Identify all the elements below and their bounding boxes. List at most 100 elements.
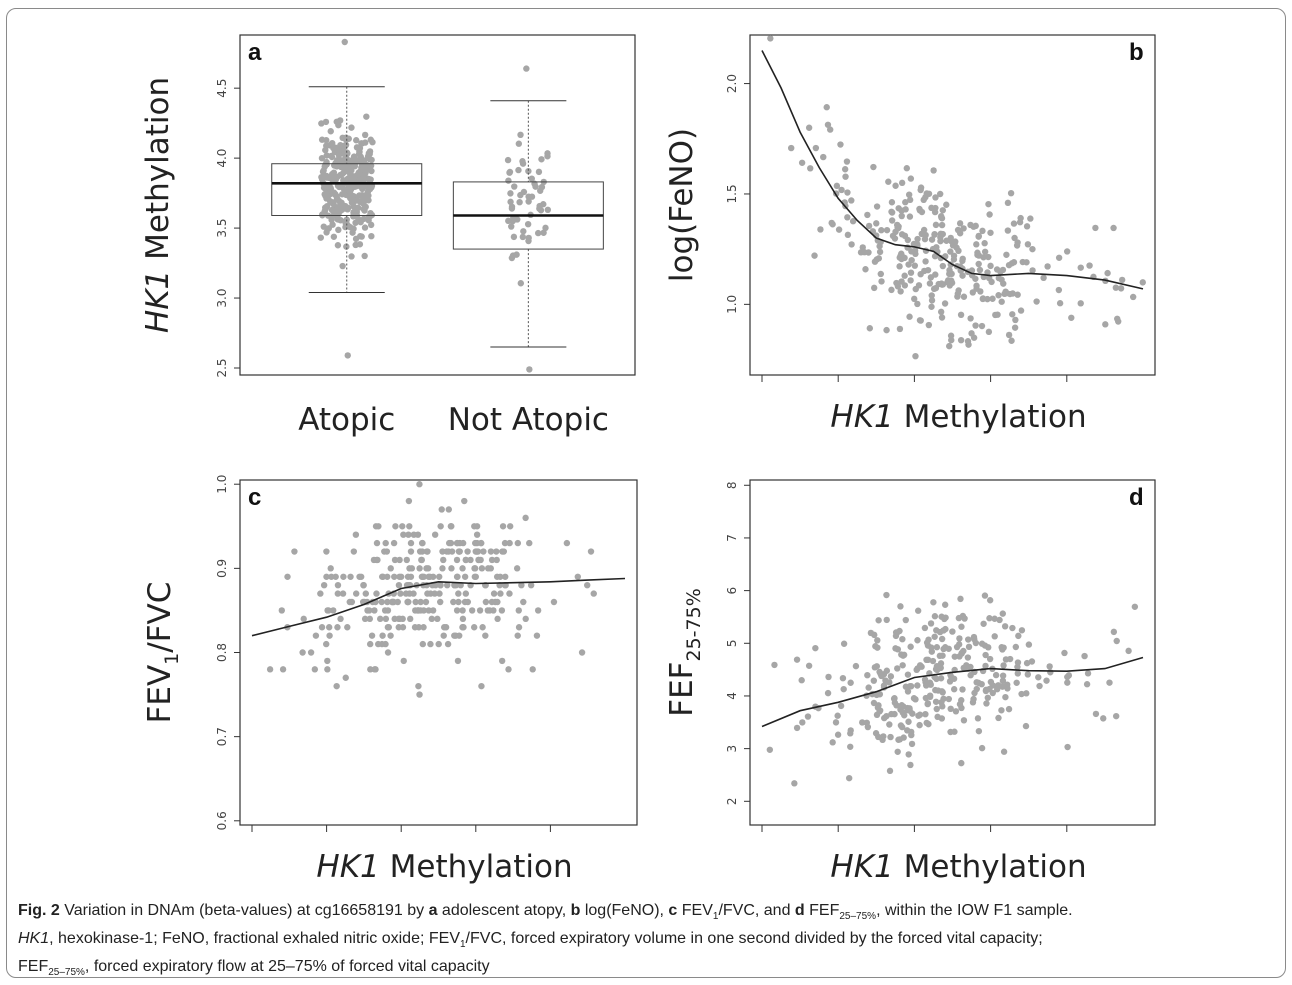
data-point <box>338 191 346 198</box>
data-point <box>906 196 914 204</box>
data-point <box>508 254 516 262</box>
data-point <box>978 744 986 752</box>
data-point <box>1064 743 1071 751</box>
data-point <box>1012 643 1020 651</box>
data-point <box>455 590 462 597</box>
data-point <box>405 497 413 505</box>
data-point <box>333 682 340 690</box>
data-point <box>976 266 984 274</box>
data-point <box>1118 276 1126 284</box>
data-point <box>957 595 964 603</box>
data-point <box>973 241 980 248</box>
data-point <box>328 153 336 161</box>
data-point <box>384 573 391 580</box>
data-point <box>482 632 489 639</box>
data-point <box>461 573 469 580</box>
data-point <box>416 481 423 488</box>
data-point <box>843 158 851 165</box>
data-point <box>1010 220 1018 227</box>
data-point <box>986 211 993 218</box>
data-point <box>913 666 920 674</box>
data-point <box>925 190 933 197</box>
data-point <box>1000 748 1008 755</box>
data-point <box>361 252 368 260</box>
data-point <box>523 65 530 72</box>
data-point <box>929 657 937 665</box>
data-point <box>975 233 982 240</box>
data-point <box>367 221 375 229</box>
data-point <box>1008 260 1016 267</box>
data-point <box>412 598 419 606</box>
data-point <box>901 272 908 279</box>
data-point <box>960 225 967 232</box>
data-point <box>867 629 875 637</box>
data-point <box>766 746 774 753</box>
data-point <box>915 282 923 289</box>
data-point <box>902 616 909 624</box>
data-point <box>1009 624 1016 632</box>
data-point <box>1025 641 1033 648</box>
data-point <box>454 657 462 665</box>
data-point <box>938 314 946 321</box>
data-point <box>487 548 495 555</box>
data-point <box>345 168 352 175</box>
data-point <box>983 700 990 707</box>
data-point <box>811 252 818 259</box>
y-tick-label: 2.0 <box>725 74 739 93</box>
data-point <box>516 198 523 206</box>
data-point <box>959 272 966 279</box>
data-point <box>366 155 373 163</box>
data-point <box>402 590 410 597</box>
data-point <box>767 35 774 42</box>
data-point <box>986 655 994 663</box>
data-point <box>522 514 529 522</box>
data-point <box>437 523 444 530</box>
loess-curve <box>251 577 626 637</box>
data-point <box>439 565 446 572</box>
data-point <box>945 695 953 703</box>
data-point <box>490 607 497 614</box>
data-point <box>318 154 326 162</box>
data-point <box>385 624 393 631</box>
data-point <box>1002 693 1009 701</box>
data-point <box>980 620 987 627</box>
data-point <box>878 227 885 234</box>
data-point <box>462 590 470 597</box>
data-point <box>1001 623 1009 630</box>
data-point <box>1014 670 1021 677</box>
data-point <box>1102 321 1109 328</box>
data-point <box>823 104 830 111</box>
data-point <box>852 662 860 670</box>
data-point <box>476 607 484 614</box>
data-point <box>949 628 956 635</box>
data-point <box>344 624 351 631</box>
data-point <box>461 598 469 606</box>
data-point <box>510 233 518 241</box>
data-point <box>342 136 350 143</box>
caption-text: , within the IOW F1 sample. <box>876 902 1073 919</box>
data-point <box>955 641 963 648</box>
data-point <box>1113 637 1120 645</box>
data-point <box>484 607 491 614</box>
data-point <box>330 233 338 240</box>
caption-text: adolescent atopy, <box>437 902 571 919</box>
data-point <box>508 223 515 230</box>
data-point <box>322 204 329 211</box>
data-point <box>954 226 962 234</box>
data-point <box>1081 652 1088 660</box>
data-point <box>328 573 335 580</box>
data-point <box>348 253 355 260</box>
data-point <box>961 615 968 622</box>
data-point <box>514 539 522 547</box>
data-point <box>335 216 343 223</box>
data-point <box>1014 291 1021 298</box>
data-point <box>833 182 841 190</box>
data-point <box>883 616 890 624</box>
data-point <box>1000 644 1007 651</box>
data-point <box>475 556 482 564</box>
data-point <box>894 224 901 231</box>
data-point <box>935 280 942 288</box>
data-point <box>439 548 446 555</box>
data-point <box>954 290 962 297</box>
data-point <box>947 728 954 736</box>
